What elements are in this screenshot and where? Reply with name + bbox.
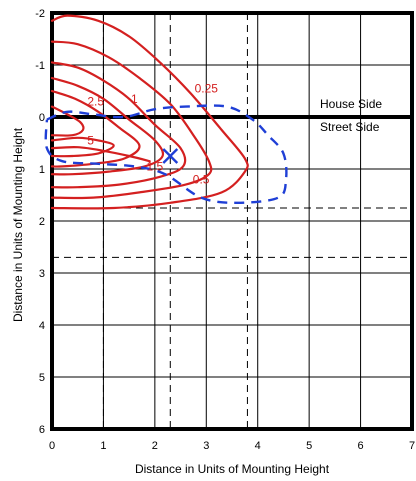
plot-frame [50,11,414,431]
y-tick-label: 4 [39,320,45,332]
x-tick-label: 4 [255,440,261,452]
y-axis-title: Distance in Units of Mounting Height [11,127,25,322]
isofootcandle-contour [50,89,141,168]
region-label-house-side: House Side [320,97,382,111]
y-tick-label: -2 [35,8,45,20]
isofootcandle-contour [50,40,213,200]
isofootcandle-contour [50,76,165,176]
y-tick-label: 2 [39,216,45,228]
x-tick-label: 3 [203,440,209,452]
isofootcandle-label: 1.5 [147,159,164,173]
x-tick-label: 6 [358,440,364,452]
isofootcandle-contour [50,136,115,158]
isofootcandle-contour [50,145,151,163]
tick-layer: 0 1 2 3 4 5 6 7 -2 -1 0 1 2 3 4 5 6 [35,8,415,452]
region-label-street-side: Street Side [320,120,380,134]
x-tick-label: 1 [100,440,106,452]
x-tick-label: 2 [152,440,158,452]
y-tick-label: 3 [39,268,45,280]
isofootcandle-label: 0.5 [193,172,210,186]
isofootcandle-label: 5 [87,133,94,147]
x-axis-title: Distance in Units of Mounting Height [135,462,330,476]
grid-layer [50,11,414,431]
isofootcandle-label: 0.25 [195,81,219,95]
isofootcandle-label: 1 [131,92,138,106]
y-tick-label: -1 [35,60,45,72]
iso-label-layer: 0.25 0.5 1 2.5 5 1.5 [87,81,218,186]
x-tick-label: 0 [49,440,55,452]
x-tick-label: 5 [306,440,312,452]
y-tick-label: 5 [39,372,45,384]
isofootcandle-label: 2.5 [87,94,104,108]
marker-layer [162,148,179,164]
isofootcandle-contour [50,61,187,189]
isofootcandle-contour [50,14,249,210]
y-tick-label: 0 [39,112,45,124]
y-tick-label: 1 [39,164,45,176]
max-candela-marker [162,148,179,164]
contour-layer [50,14,249,210]
isofootcandle-contour [50,105,85,137]
y-tick-label: 6 [39,424,45,436]
x-tick-label: 7 [409,440,415,452]
